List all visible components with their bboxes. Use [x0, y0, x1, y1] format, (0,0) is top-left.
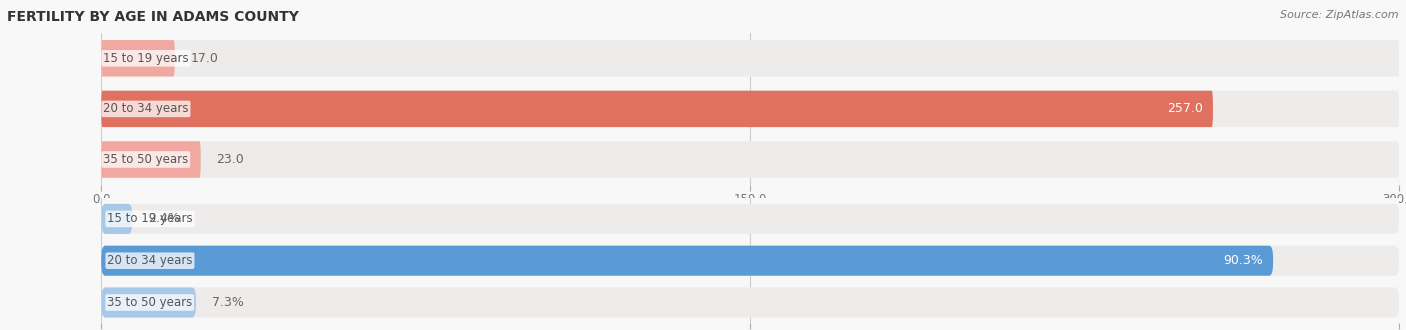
- Text: 257.0: 257.0: [1167, 102, 1202, 115]
- FancyBboxPatch shape: [101, 91, 1213, 127]
- FancyBboxPatch shape: [101, 287, 195, 317]
- Text: Source: ZipAtlas.com: Source: ZipAtlas.com: [1281, 10, 1399, 20]
- Text: 35 to 50 years: 35 to 50 years: [103, 153, 188, 166]
- FancyBboxPatch shape: [101, 40, 174, 77]
- Text: 15 to 19 years: 15 to 19 years: [107, 213, 193, 225]
- FancyBboxPatch shape: [101, 141, 1399, 178]
- Text: 20 to 34 years: 20 to 34 years: [107, 254, 193, 267]
- Text: 35 to 50 years: 35 to 50 years: [107, 296, 193, 309]
- FancyBboxPatch shape: [101, 91, 1399, 127]
- FancyBboxPatch shape: [101, 287, 1399, 317]
- Text: 90.3%: 90.3%: [1223, 254, 1263, 267]
- FancyBboxPatch shape: [101, 246, 1272, 276]
- FancyBboxPatch shape: [101, 141, 201, 178]
- Text: 23.0: 23.0: [217, 153, 245, 166]
- Text: 20 to 34 years: 20 to 34 years: [103, 102, 188, 115]
- FancyBboxPatch shape: [101, 246, 1399, 276]
- FancyBboxPatch shape: [101, 204, 132, 234]
- Text: 2.4%: 2.4%: [148, 213, 180, 225]
- FancyBboxPatch shape: [101, 40, 1399, 77]
- Text: 7.3%: 7.3%: [211, 296, 243, 309]
- Text: 17.0: 17.0: [190, 52, 218, 65]
- FancyBboxPatch shape: [101, 204, 1399, 234]
- Text: 15 to 19 years: 15 to 19 years: [103, 52, 188, 65]
- Text: FERTILITY BY AGE IN ADAMS COUNTY: FERTILITY BY AGE IN ADAMS COUNTY: [7, 10, 299, 24]
